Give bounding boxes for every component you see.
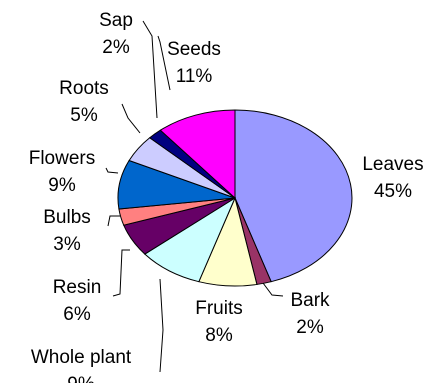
label-flowers-pct: 9% — [48, 175, 76, 196]
label-bark-name: Bark — [290, 290, 330, 311]
leader-lines — [105, 20, 284, 373]
label-resin-name: Resin — [53, 277, 102, 298]
leader-line-bark — [262, 282, 284, 297]
label-bark-pct: 2% — [296, 317, 324, 338]
leader-line-whole-plant — [159, 278, 164, 373]
label-roots-name: Roots — [59, 78, 109, 99]
label-leaves-name: Leaves — [362, 154, 423, 175]
label-resin-pct: 6% — [63, 304, 91, 325]
label-whole-plant-name: Whole plant — [31, 347, 132, 368]
label-sap-pct: 2% — [102, 37, 130, 58]
label-seeds-pct: 11% — [176, 66, 213, 87]
label-whole-plant-pct: 9% — [67, 374, 95, 383]
slice-labels: Leaves 45% Bark 2% Fruits 8% Whole plant… — [29, 10, 424, 383]
leader-line-bulbs — [107, 215, 120, 227]
pie-slices — [117, 109, 353, 287]
label-roots-pct: 5% — [70, 105, 98, 126]
label-leaves-pct: 45% — [374, 181, 412, 202]
leader-line-flowers — [105, 167, 119, 174]
label-sap-name: Sap — [99, 10, 133, 31]
leader-line-roots — [121, 103, 141, 134]
label-bulbs-name: Bulbs — [43, 207, 91, 228]
label-bulbs-pct: 3% — [53, 234, 81, 255]
pie-slice-leaves — [234, 109, 353, 283]
label-flowers-name: Flowers — [29, 148, 96, 169]
pie-slice-seeds — [159, 109, 236, 200]
leader-line-sap — [142, 20, 158, 119]
leader-line-seeds — [157, 35, 171, 91]
label-fruits-name: Fruits — [195, 298, 243, 319]
label-seeds-name: Seeds — [167, 39, 221, 60]
label-fruits-pct: 8% — [205, 325, 233, 346]
leader-line-resin — [112, 249, 130, 297]
